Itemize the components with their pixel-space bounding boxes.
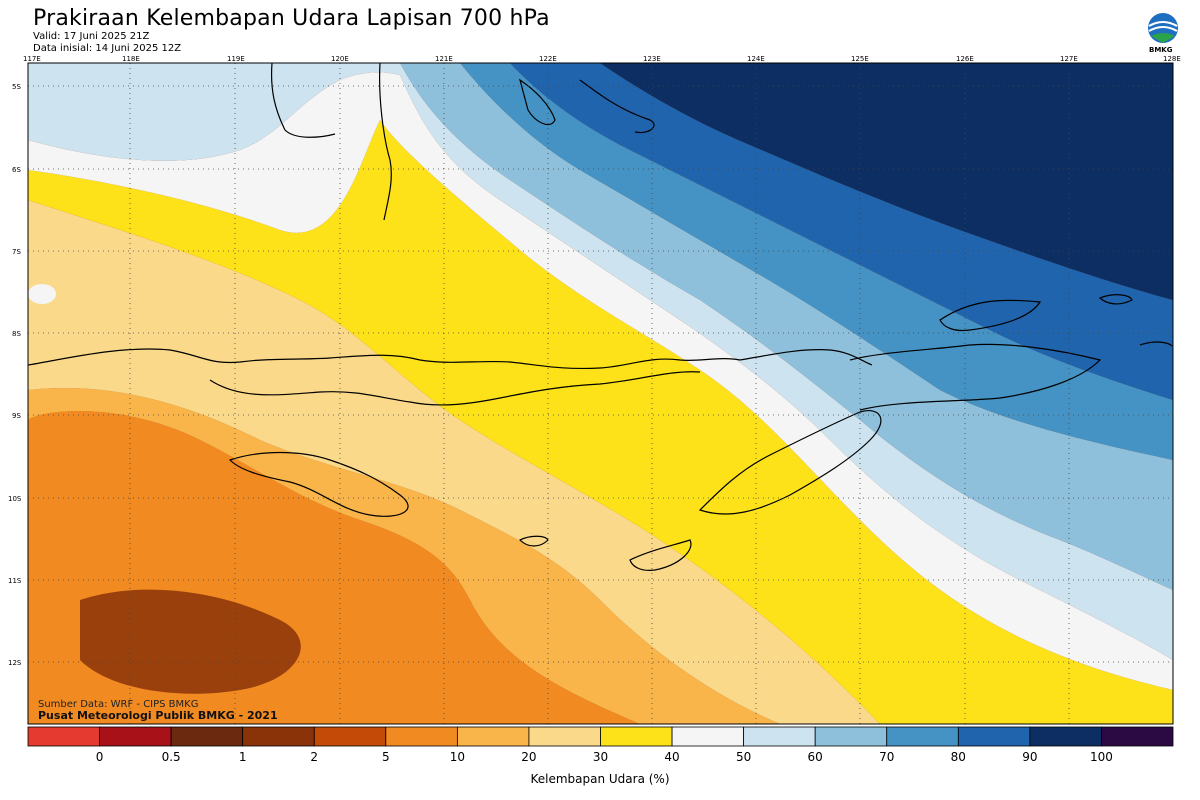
valid-time: Valid: 17 Juni 2025 21Z: [33, 31, 150, 42]
colorbar-tick-label: 90: [1022, 750, 1037, 764]
colorbar-tick-label: 70: [879, 750, 894, 764]
colorbar-swatch: [1101, 726, 1174, 747]
band-60-70: [28, 63, 1173, 660]
colorbar-tick-label: 0: [96, 750, 104, 764]
colorbar-title: Kelembapan Udara (%): [530, 772, 670, 786]
colorbar-swatch: [1029, 726, 1102, 747]
colorbar-tick-label: 10: [450, 750, 465, 764]
lon-label: 123E: [643, 55, 661, 63]
band-90-100: [510, 63, 1173, 400]
colorbar-swatch: [814, 726, 888, 747]
colorbar-swatch: [600, 726, 673, 747]
band-30-40: [28, 200, 880, 724]
lat-label: 12S: [8, 659, 22, 667]
lat-label: 7S: [12, 248, 21, 256]
colorbar-swatch: [528, 726, 601, 747]
colorbar-tick-label: 30: [593, 750, 608, 764]
lon-label: 127E: [1060, 55, 1078, 63]
coastlines: [28, 63, 1173, 571]
colorbar-swatch: [456, 726, 530, 747]
lat-label: 10S: [8, 495, 22, 503]
colorbar-tick-label: 60: [808, 750, 823, 764]
lon-label: 118E: [122, 55, 140, 63]
credit-org: Pusat Meteorologi Publik BMKG - 2021: [38, 709, 278, 722]
init-time: Data inisial: 14 Juni 2025 12Z: [33, 43, 182, 54]
colorbar-tick-label: 0.5: [162, 750, 181, 764]
lat-label: 8S: [12, 330, 21, 338]
lon-label: 128E: [1163, 55, 1181, 63]
lat-label: 11S: [8, 577, 22, 585]
colorbar-swatch: [27, 726, 100, 747]
colorbar-tick-label: 1: [239, 750, 247, 764]
lon-label: 122E: [539, 55, 557, 63]
colorbar-tick-label: 80: [951, 750, 966, 764]
band-100: [600, 63, 1173, 300]
colorbar-tick-label: 20: [521, 750, 536, 764]
band-80-90: [460, 63, 1173, 460]
map-frame: [27, 62, 1174, 725]
band-20-30: [28, 388, 780, 724]
colorbar-tick-label: 2: [310, 750, 318, 764]
colorbar-swatch: [886, 726, 959, 747]
lon-label: 120E: [331, 55, 349, 63]
lat-label: 6S: [12, 166, 21, 174]
lon-label: 117E: [23, 55, 41, 63]
colorbar-swatch: [99, 726, 172, 747]
colorbar-swatch: [313, 726, 387, 747]
lon-label: 121E: [435, 55, 453, 63]
lat-label: 5S: [12, 83, 21, 91]
lat-labels: 5S 6S 7S 8S 9S 10S 11S 12S: [8, 83, 22, 667]
bmkg-logo-icon: [1148, 13, 1178, 43]
logo-text: BMKG: [1149, 46, 1173, 54]
lon-label: 125E: [851, 55, 869, 63]
colorbar-swatch: [385, 726, 458, 747]
lon-labels: 117E 118E 119E 120E 121E 122E 123E 124E …: [23, 55, 1181, 63]
colorbar: 0 0.5 1 2 5 10 20 30 40 50 60 70 80 90 100: [27, 726, 1174, 764]
dry-patch: [28, 284, 56, 304]
colorbar-swatch: [743, 726, 816, 747]
band-40-50: [28, 120, 1173, 724]
band-50-60: [28, 72, 1173, 690]
lon-label: 126E: [956, 55, 974, 63]
humidity-fill: [28, 63, 1173, 724]
graticule: [28, 63, 1173, 724]
colorbar-swatch: [957, 726, 1031, 747]
lat-label: 9S: [12, 412, 21, 420]
colorbar-tick-label: 5: [382, 750, 390, 764]
colorbar-swatch: [671, 726, 745, 747]
credit-source: Sumber Data: WRF - CIPS BMKG: [38, 699, 198, 710]
band-2-5-patch: [80, 589, 301, 694]
lon-label: 124E: [747, 55, 765, 63]
colorbar-tick-label: 40: [664, 750, 679, 764]
colorbar-swatch: [242, 726, 315, 747]
colorbar-tick-label: 100: [1090, 750, 1113, 764]
band-70-80: [400, 63, 1173, 590]
map-title: Prakiraan Kelembapan Udara Lapisan 700 h…: [33, 6, 550, 31]
colorbar-swatch: [170, 726, 244, 747]
lon-label: 119E: [227, 55, 245, 63]
colorbar-tick-label: 50: [736, 750, 751, 764]
